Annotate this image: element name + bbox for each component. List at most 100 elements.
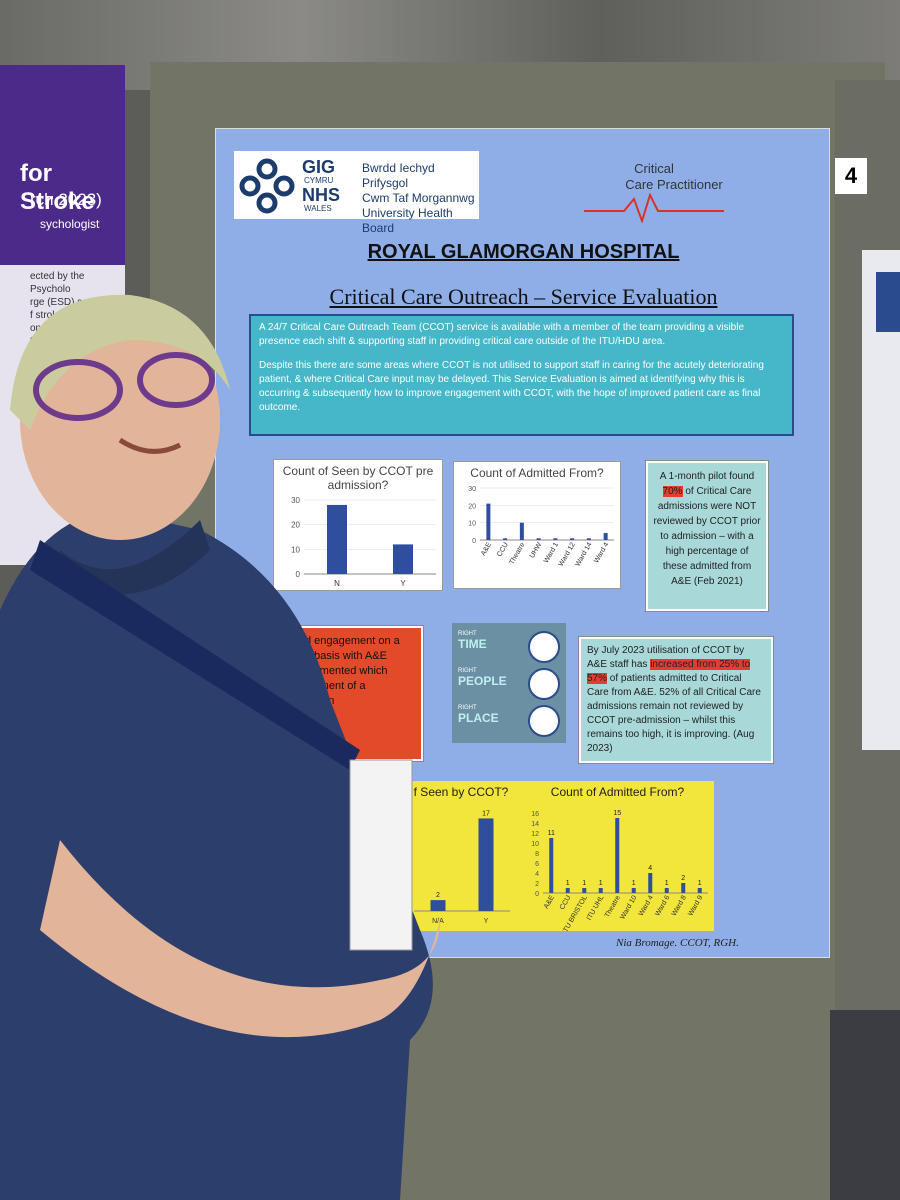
- intro-text: A 24/7 Critical Care Outreach Team (CCOT…: [259, 322, 745, 347]
- y-tick-label: 6: [535, 861, 539, 868]
- bar: [664, 888, 669, 893]
- x-tick-label: Y: [484, 918, 489, 925]
- x-tick-label: CCU: [496, 542, 510, 559]
- bar: [648, 873, 653, 893]
- action-line: ft basis with A&E: [305, 650, 387, 662]
- y-tick-label: 8: [535, 851, 539, 858]
- y-tick-label: 2: [535, 881, 539, 888]
- x-tick-label: ITU UHL: [586, 894, 606, 921]
- finding-text: of Critical Care admissions were NOT rev…: [653, 486, 761, 587]
- board-name: Bwrdd Iechyd Prifysgol Cwm Taf Morgannwg U…: [362, 161, 479, 236]
- board-line: University Health Board: [362, 206, 453, 235]
- intro-text: Despite this there are some areas where …: [259, 360, 764, 413]
- x-tick-label: CCU: [559, 895, 573, 912]
- bar: [631, 888, 636, 893]
- y-tick-label: 30: [468, 486, 476, 493]
- y-tick-label: 14: [531, 821, 539, 828]
- x-tick-label: Ward 6: [654, 894, 671, 917]
- badge-line: Critical: [634, 161, 674, 176]
- right-icon: [528, 631, 560, 663]
- right-icon: [528, 705, 560, 737]
- value-label: 11: [548, 830, 555, 837]
- x-tick-label: N/A: [432, 918, 444, 925]
- action-line: d engagement on a: [305, 635, 400, 647]
- bar: [536, 538, 541, 540]
- y-tick-label: 20: [291, 521, 300, 530]
- x-tick-label: A&E: [480, 541, 493, 557]
- x-tick-label: Ward 4: [593, 541, 610, 564]
- y-tick-label: 20: [468, 503, 476, 510]
- y-tick-label: 10: [291, 545, 300, 554]
- value-label: 4: [648, 865, 652, 872]
- value-label: 1: [566, 880, 570, 887]
- right-icon: [528, 668, 560, 700]
- chart-title: Count of Seen by CCOT pre admission?: [282, 464, 434, 492]
- heartbeat: [584, 192, 724, 225]
- right-word: RIGHT: [458, 705, 477, 711]
- value-label: 1: [698, 880, 702, 887]
- right-label: TIME: [458, 637, 487, 651]
- bar: [553, 538, 558, 540]
- author: Nia Bromage. CCOT, RGH.: [616, 937, 739, 949]
- chart-title: Count of Admitted From?: [470, 466, 604, 480]
- logo-emblem: [239, 158, 295, 214]
- x-tick-label: Ward 4: [638, 894, 655, 917]
- person: [0, 294, 440, 1200]
- left-title: for Stroke: [20, 160, 95, 215]
- bar: [582, 888, 587, 893]
- left-role: sychologist: [40, 217, 100, 231]
- right-item: RIGHT PLACE: [458, 705, 562, 737]
- bar: [615, 818, 620, 893]
- left-line: rge (ESD) service: [30, 297, 109, 308]
- x-tick-label: Ward 14: [574, 541, 593, 567]
- y-tick-label: 10: [468, 521, 476, 528]
- y-tick-label: 4: [535, 871, 539, 878]
- bar: [327, 504, 347, 574]
- bar: [486, 503, 491, 540]
- right-box: RIGHT TIME RIGHT PEOPLE RIGHT PLACE: [452, 623, 566, 743]
- chart: 2 N/A 17 Y: [414, 810, 510, 925]
- hospital: ROYAL GLAMORGAN HOSPITAL: [367, 241, 680, 263]
- bar: [430, 900, 446, 911]
- chart-box: f Seen by CCOT? 2 N/A 17 Y: [406, 781, 516, 931]
- y-tick-label: 0: [535, 891, 539, 898]
- left-poster: for Stroke rch 2023) sychologist ected b…: [0, 65, 125, 565]
- right-word: RIGHT: [458, 631, 477, 637]
- poster-number: 4: [835, 158, 867, 194]
- bar: [570, 538, 575, 540]
- value-label: 1: [632, 880, 636, 887]
- x-tick-label: Ward 8: [671, 894, 688, 917]
- bar: [603, 533, 608, 540]
- bar: [478, 818, 494, 911]
- finding-text: A 1-month pilot found: [659, 471, 755, 482]
- x-tick-label: Ward 1: [543, 541, 560, 564]
- y-tick-label: 16: [531, 811, 539, 818]
- x-tick-label: Ward 10: [619, 894, 638, 920]
- action-line: plemented which: [305, 665, 388, 677]
- logo-gig: GIG: [302, 157, 336, 177]
- left-subtitle: rch 2023): [30, 190, 102, 209]
- x-tick-label: Theatre: [604, 894, 622, 918]
- finding-box: By July 2023 utilisation of CCOT by A&E …: [578, 636, 774, 764]
- y-tick-label: 10: [531, 841, 539, 848]
- chart-box: Count of Admitted From? 0 2 4 6 8 10 12 14 16 11 A…: [521, 781, 714, 935]
- yellow-charts: f Seen by CCOT? 2 N/A 17 Y Count of Admitte…: [406, 781, 714, 935]
- x-tick-label: Theatre: [508, 541, 526, 565]
- nhs-logo: GIG CYMRU NHS WALES Bwrdd Iechyd Prifysg…: [234, 151, 479, 235]
- chart: 0 10 20 30 N Y: [291, 496, 436, 588]
- value-label: 17: [482, 810, 490, 817]
- value-label: 1: [599, 880, 603, 887]
- bar: [565, 888, 570, 893]
- logo-cymru: CYMRU: [304, 176, 334, 185]
- right-item: RIGHT TIME: [458, 631, 562, 663]
- x-tick-label: A&E: [543, 894, 556, 910]
- finding-text: of patients admitted to Critical Care fr…: [587, 673, 761, 754]
- right-word: RIGHT: [458, 668, 477, 674]
- y-tick-label: 0: [296, 570, 301, 579]
- badge-line: Care Practitioner: [625, 177, 723, 192]
- x-tick-label: UHW: [529, 541, 544, 559]
- value-label: 15: [613, 810, 621, 817]
- chart-title: f Seen by CCOT?: [413, 785, 509, 799]
